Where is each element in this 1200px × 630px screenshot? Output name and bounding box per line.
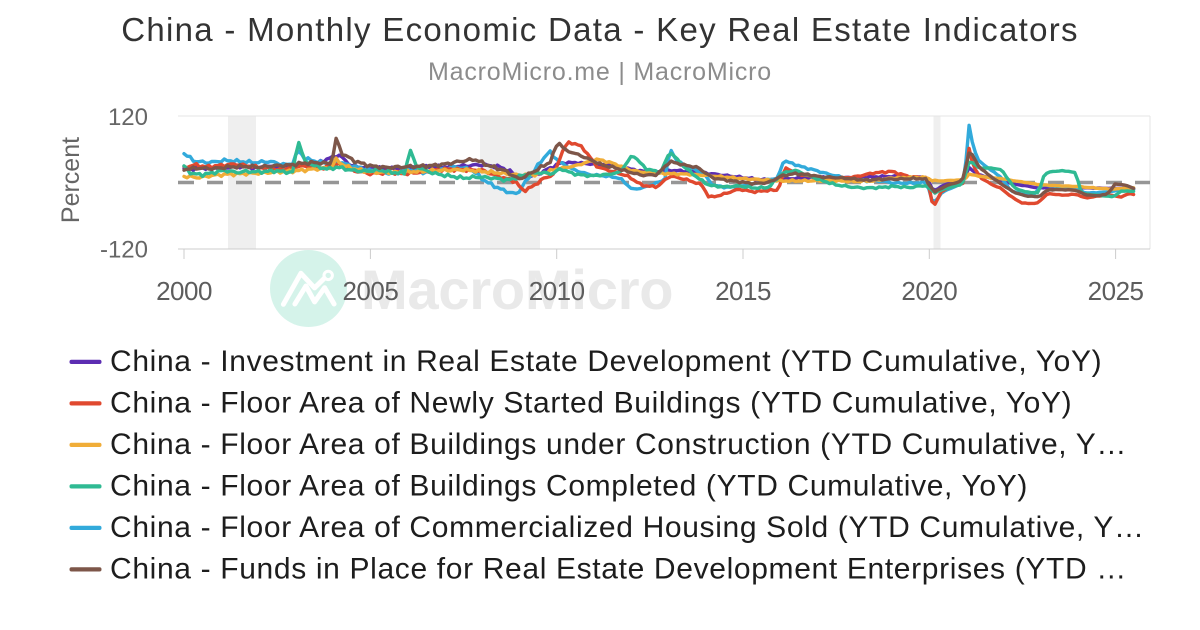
svg-text:2015: 2015 <box>715 276 771 306</box>
svg-text:China - Floor Area of Building: China - Floor Area of Buildings Complete… <box>110 470 1028 503</box>
svg-text:China - Floor Area of Newly St: China - Floor Area of Newly Started Buil… <box>110 387 1072 420</box>
svg-text:China - Investment in Real Est: China - Investment in Real Estate Develo… <box>110 345 1102 378</box>
svg-text:2005: 2005 <box>342 276 398 306</box>
svg-text:China - Floor Area of Building: China - Floor Area of Buildings under Co… <box>110 428 1127 461</box>
svg-text:2025: 2025 <box>1088 276 1144 306</box>
svg-text:2010: 2010 <box>529 276 585 306</box>
svg-text:China - Funds in Place for Rea: China - Funds in Place for Real Estate D… <box>110 553 1127 586</box>
svg-text:MacroMicro: MacroMicro <box>361 258 673 321</box>
svg-text:Percent: Percent <box>57 137 85 223</box>
svg-text:MacroMicro.me | MacroMicro: MacroMicro.me | MacroMicro <box>428 58 772 86</box>
svg-text:2020: 2020 <box>901 276 957 306</box>
svg-text:-120: -120 <box>100 237 148 264</box>
svg-text:2000: 2000 <box>156 276 212 306</box>
svg-text:120: 120 <box>108 104 148 131</box>
svg-text:China - Floor Area of Commerci: China - Floor Area of Commercialized Hou… <box>110 511 1145 544</box>
svg-text:China - Monthly Economic Data: China - Monthly Economic Data - Key Real… <box>121 11 1079 48</box>
